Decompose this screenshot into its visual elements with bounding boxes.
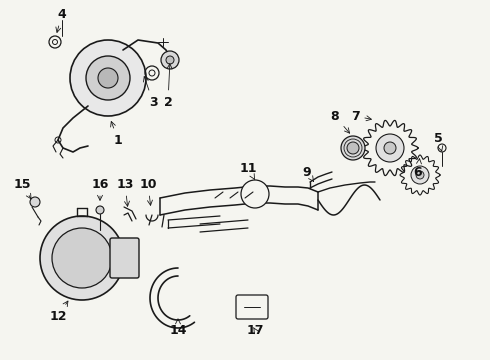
Circle shape [30, 197, 40, 207]
Circle shape [40, 216, 124, 300]
Circle shape [376, 134, 404, 162]
Circle shape [52, 228, 112, 288]
Circle shape [347, 142, 359, 154]
Circle shape [86, 56, 130, 100]
Circle shape [166, 56, 174, 64]
Text: 8: 8 [331, 109, 349, 133]
FancyBboxPatch shape [110, 238, 139, 278]
Text: 11: 11 [239, 162, 257, 180]
Circle shape [411, 166, 429, 184]
Circle shape [416, 171, 424, 179]
Text: 2: 2 [164, 64, 172, 108]
Circle shape [241, 180, 269, 208]
Text: 1: 1 [111, 121, 122, 147]
Circle shape [384, 142, 396, 154]
Circle shape [341, 136, 365, 160]
Text: 10: 10 [139, 177, 157, 205]
Text: 5: 5 [434, 131, 443, 151]
Circle shape [98, 68, 118, 88]
Circle shape [96, 206, 104, 214]
Text: 9: 9 [303, 166, 314, 181]
Text: 16: 16 [91, 177, 109, 200]
Text: 12: 12 [49, 301, 68, 323]
Text: 15: 15 [13, 177, 31, 199]
Text: 6: 6 [414, 159, 422, 179]
Circle shape [70, 40, 146, 116]
Circle shape [161, 51, 179, 69]
Text: 4: 4 [56, 8, 66, 32]
Text: 3: 3 [144, 77, 157, 108]
Text: 14: 14 [169, 319, 187, 337]
Text: 7: 7 [351, 109, 371, 122]
Text: 13: 13 [116, 177, 134, 206]
Text: 17: 17 [246, 324, 264, 337]
